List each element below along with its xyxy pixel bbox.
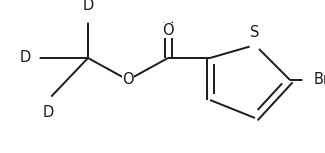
Circle shape [44,96,52,104]
Circle shape [84,14,92,22]
Text: O: O [122,73,134,88]
Text: D: D [82,0,94,13]
Circle shape [303,73,317,87]
Text: S: S [250,25,260,40]
Text: D: D [20,50,31,65]
Circle shape [250,40,260,50]
Text: O: O [162,23,174,38]
Circle shape [123,75,133,85]
Circle shape [31,54,39,62]
Text: D: D [42,105,54,120]
Text: Br: Br [314,73,325,88]
Circle shape [163,13,173,23]
